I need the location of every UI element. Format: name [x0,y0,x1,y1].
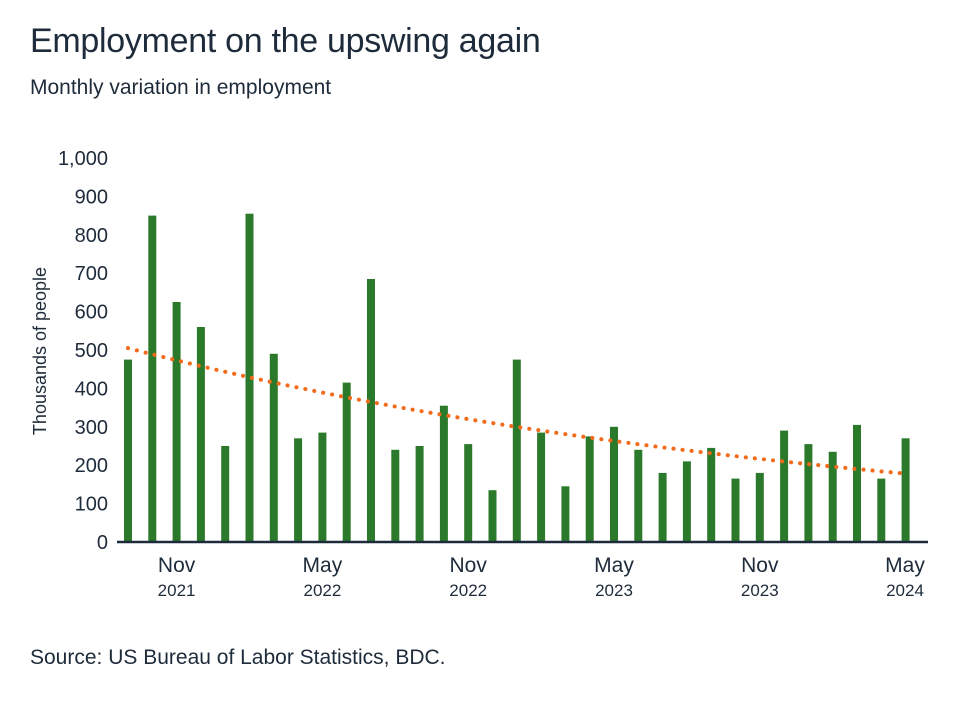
bar [828,451,837,542]
bar [634,449,643,542]
x-tick-year-label: 2023 [595,581,633,600]
employment-bar-chart: Thousands of people 0 100 200 300 400 500 600 7… [30,148,928,600]
chart-title: Employment on the upswing again [30,22,541,60]
x-tick-month-label: Nov [450,554,488,577]
bar [342,382,351,542]
y-axis-title: Thousands of people [30,267,50,435]
x-tick-month-label: May [885,554,925,577]
x-tick-month-label: May [303,554,343,577]
bar [804,444,813,542]
y-tick-label: 800 [75,225,108,247]
bar [415,446,424,542]
bar [221,446,230,542]
y-tick-label: 1,000 [58,148,108,170]
bar [391,449,400,542]
x-tick-year-label: 2023 [741,581,779,600]
bar [707,447,716,542]
y-tick-label: 500 [75,340,108,362]
y-tick-label: 100 [75,494,108,516]
bar [294,438,303,542]
bar [877,478,886,542]
bar [585,436,594,542]
y-tick-label: 600 [75,302,108,324]
bar [269,353,278,542]
bar [853,424,861,542]
y-tick-label: 200 [75,455,108,477]
chart-subtitle: Monthly variation in employment [30,76,332,99]
source-note: Source: US Bureau of Labor Statistics, B… [30,646,446,669]
bar [439,405,448,542]
x-tick-year-label: 2024 [886,581,924,600]
bar [196,327,205,542]
bar [731,478,740,542]
bar [682,461,691,542]
x-tick-month-label: Nov [158,554,196,577]
y-tick-label: 700 [75,263,108,285]
bar [367,279,375,542]
bar [901,438,910,542]
x-tick-year-label: 2021 [158,581,196,600]
y-tick-label: 900 [75,186,108,208]
bar [124,359,132,542]
y-tick-label: 0 [97,532,108,554]
bar [658,472,667,542]
bar [245,213,254,542]
bar [488,490,497,542]
bar [512,359,521,542]
y-axis-ticks: 0 100 200 300 400 500 600 700 800 900 1,000 [58,148,108,554]
bar [537,432,546,542]
bar [318,432,327,542]
bar [780,430,789,542]
bar-series [124,213,910,542]
x-tick-month-label: May [594,554,634,577]
bar [755,472,764,542]
bar [561,486,570,542]
x-tick-year-label: 2022 [449,581,487,600]
bar [464,444,473,542]
x-tick-month-label: Nov [741,554,779,577]
x-tick-year-label: 2022 [303,581,341,600]
x-axis-ticks: Nov 2021 May 2022 Nov 2022 May 2023 Nov 2023 May 20… [158,554,926,600]
bar [148,215,157,542]
y-tick-label: 300 [75,417,108,439]
bar [172,302,181,542]
bar [610,426,618,542]
y-tick-label: 400 [75,378,108,400]
